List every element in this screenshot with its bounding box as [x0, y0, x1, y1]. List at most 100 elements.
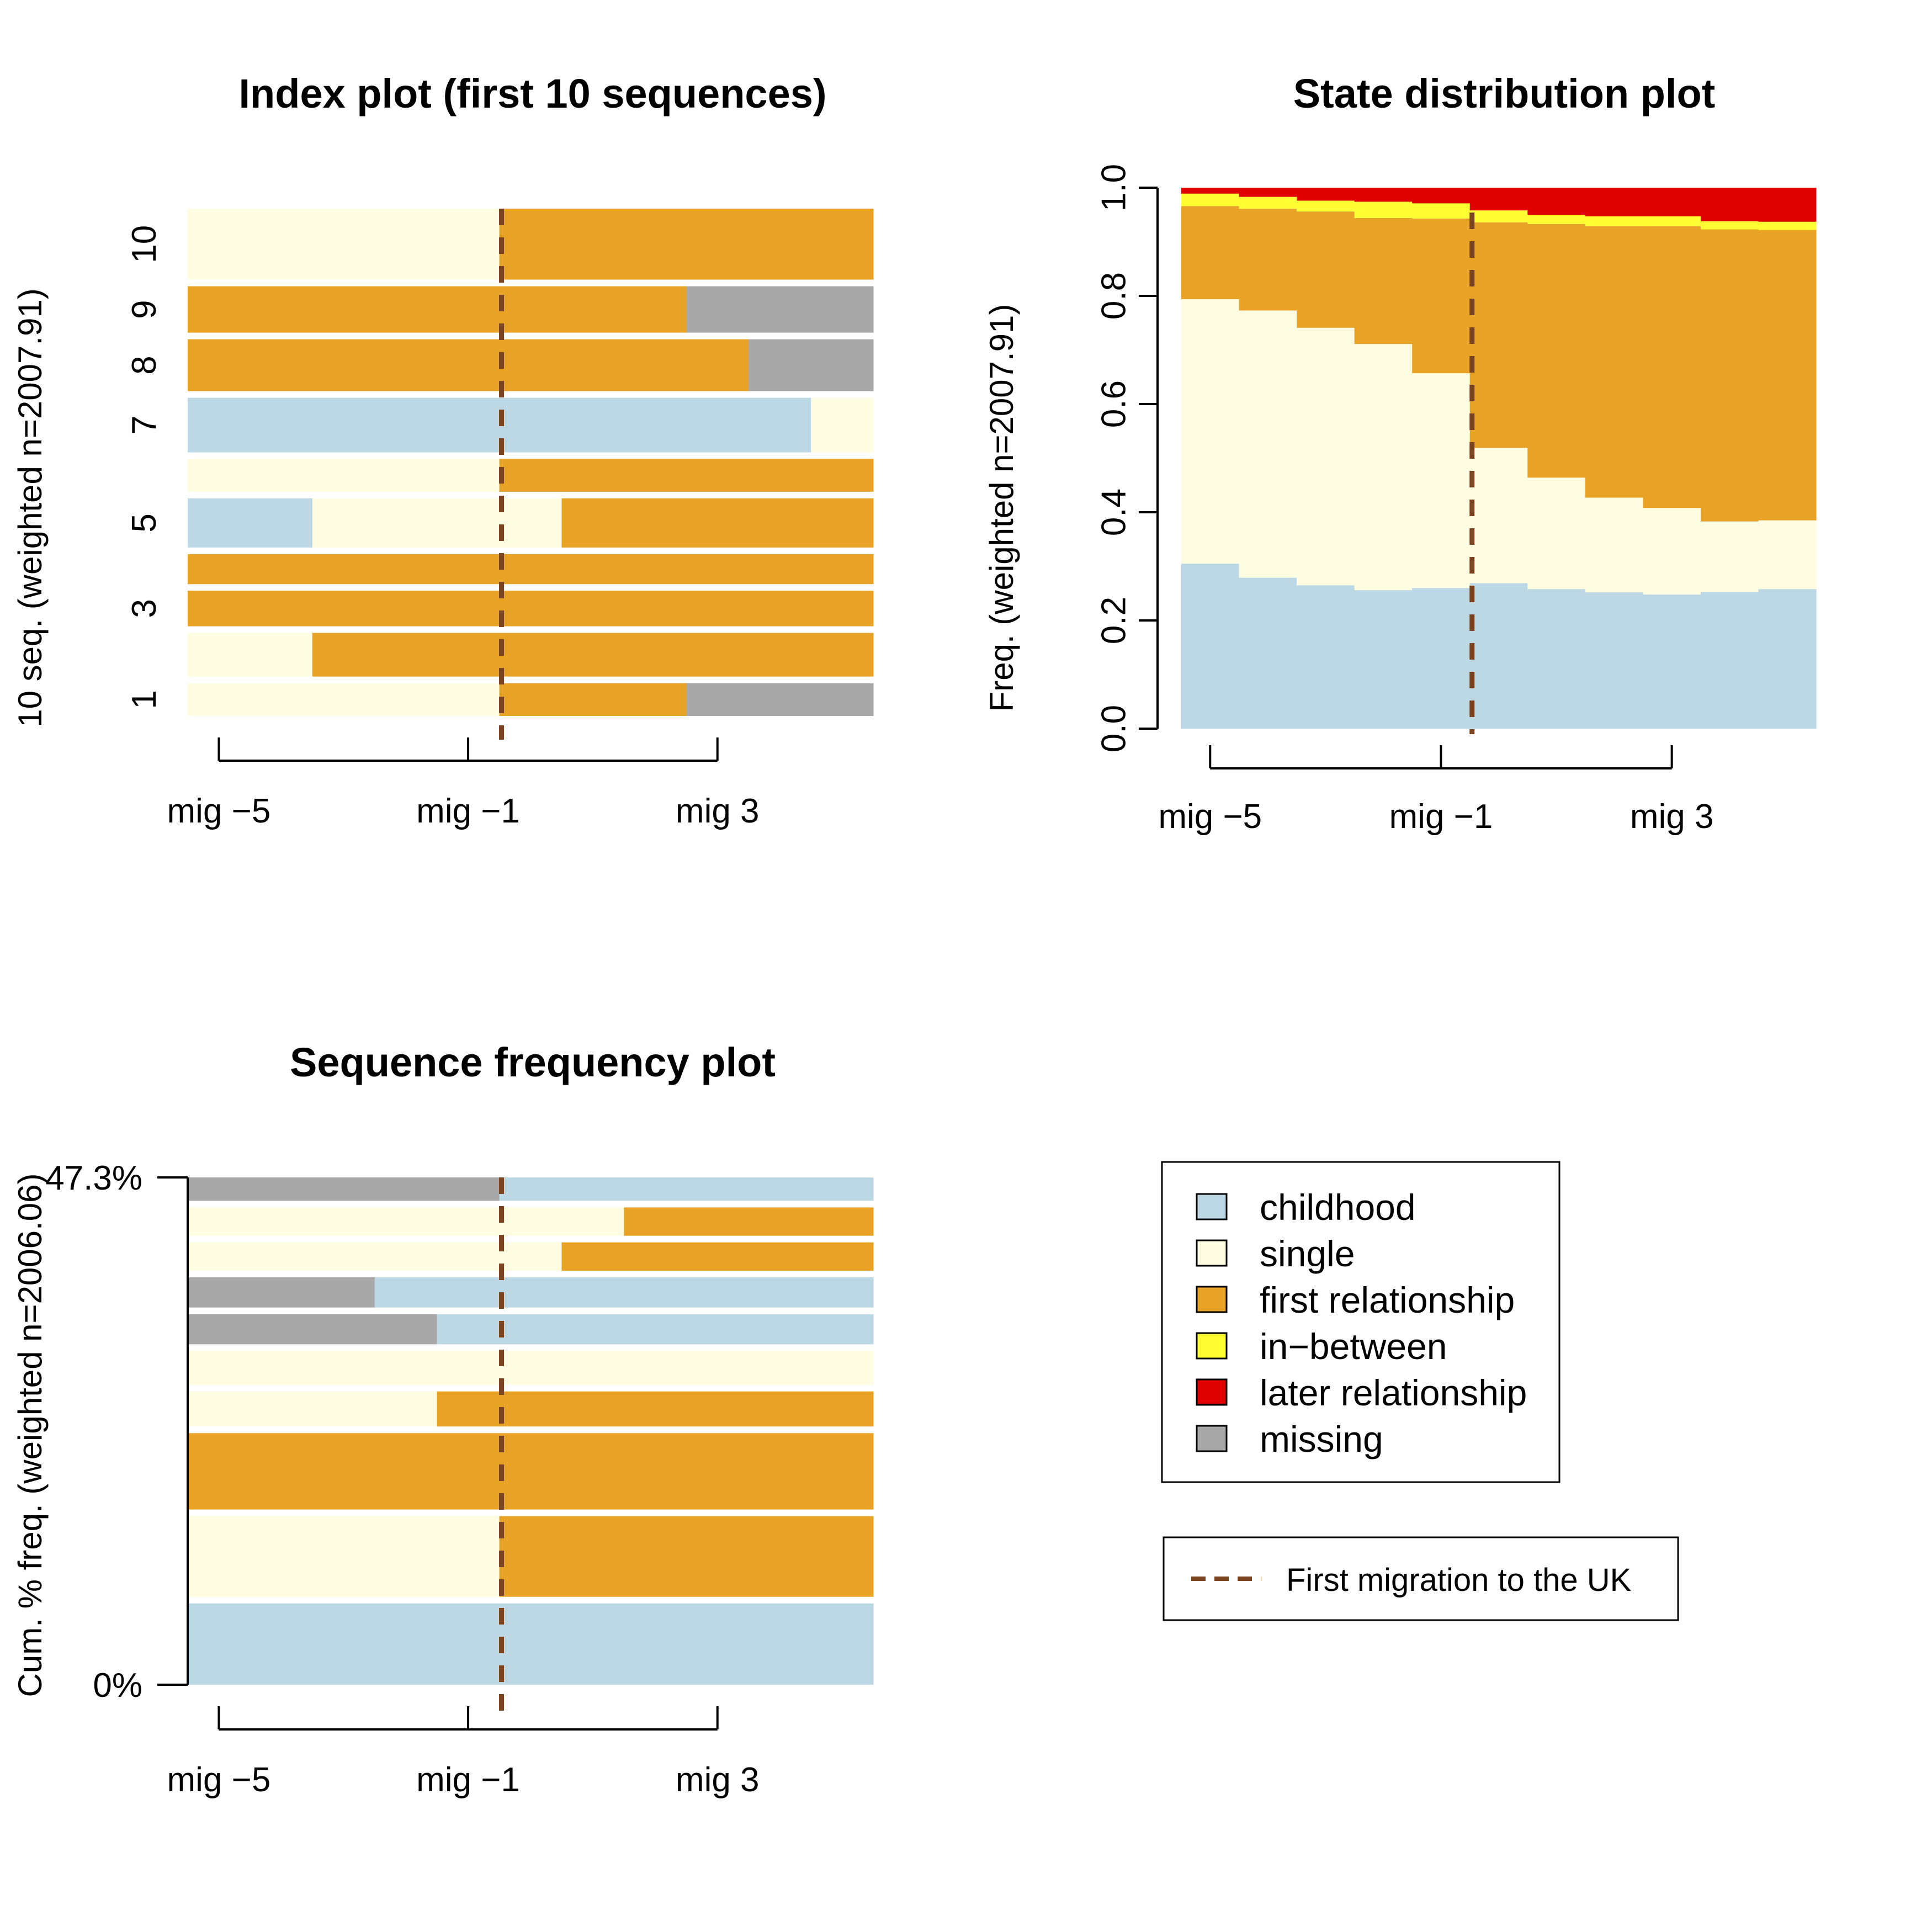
x-tick-label: mig −1 [416, 1761, 520, 1799]
state-distribution-ylabel: Freq. (weighted n=2007.91) [983, 304, 1020, 712]
state-dist-period-10-single [1700, 521, 1759, 592]
index-seq-3-spell-1 [188, 591, 874, 627]
x-tick-label: mig −1 [1389, 798, 1493, 836]
index-seq-5-spell-2 [312, 498, 562, 548]
legend-label-first: first relationship [1260, 1280, 1515, 1320]
index-plot-ytick-10: 10 [125, 225, 163, 263]
state-dist-period-2-in-between [1239, 197, 1297, 209]
migration-legend-label: First migration to the UK [1286, 1562, 1632, 1598]
state-dist-period-2-first-relationship [1239, 209, 1297, 311]
state-dist-period-2-later-relationship [1239, 188, 1297, 197]
index-seq-1-spell-2 [499, 683, 687, 716]
state-dist-period-9-later-relationship [1643, 188, 1701, 216]
x-tick-label: mig 3 [676, 792, 760, 830]
freq-seq-3-spell-1 [188, 1433, 874, 1510]
freq-seq-2-spell-2 [499, 1516, 874, 1597]
state-dist-period-1-single [1181, 299, 1240, 564]
state-dist-period-8-in-between [1585, 216, 1643, 226]
state-legend-items: childhood single first relationship in−betw… [1196, 1187, 1527, 1459]
state-dist-period-3-childhood [1297, 585, 1355, 729]
state-dist-period-7-single [1527, 477, 1586, 590]
freq-seq-10-spell-2 [499, 1177, 874, 1201]
state-dist-period-9-childhood [1643, 594, 1701, 729]
legend-label-missing: missing [1260, 1419, 1383, 1459]
freq-seq-2-spell-1 [188, 1516, 500, 1597]
legend-swatch-missing [1196, 1425, 1228, 1452]
freq-seq-10-spell-1 [188, 1177, 500, 1201]
state-dist-period-1-in-between [1181, 193, 1240, 206]
freq-seq-8-spell-2 [561, 1242, 874, 1271]
state-dist-period-1-first-relationship [1181, 206, 1240, 299]
legend-label-single: single [1260, 1233, 1355, 1274]
freq-seq-5-spell-1 [188, 1351, 874, 1385]
index-seq-9-spell-2 [686, 286, 874, 333]
state-dist-period-6-later-relationship [1469, 188, 1528, 211]
state-dist-period-11-later-relationship [1758, 188, 1817, 222]
freq-seq-6-spell-2 [437, 1314, 874, 1345]
state-dist-period-7-first-relationship [1527, 224, 1586, 478]
state-dist-period-8-single [1585, 497, 1643, 593]
index-plot-ytick-9: 9 [125, 300, 163, 319]
freq-seq-7-spell-2 [374, 1277, 874, 1308]
state-distribution-title: State distribution plot [1293, 71, 1716, 116]
index-seq-10-spell-2 [499, 209, 874, 280]
index-seq-8-spell-1 [188, 339, 749, 391]
index-plot-title: Index plot (first 10 sequences) [238, 71, 826, 116]
state-dist-period-5-in-between [1412, 203, 1471, 219]
state-dist-period-6-childhood [1469, 583, 1528, 729]
state-dist-period-4-later-relationship [1354, 188, 1413, 202]
sequence-frequency-title: Sequence frequency plot [290, 1039, 776, 1085]
index-plot-x-axis: mig −5 mig −1 mig 3 [167, 737, 760, 830]
index-plot-ytick-3: 3 [125, 599, 163, 618]
state-dist-period-2-childhood [1239, 577, 1297, 729]
index-seq-1-spell-3 [686, 683, 874, 716]
state-legend-box [1161, 1161, 1561, 1483]
index-seq-5-spell-3 [561, 498, 874, 548]
index-seq-2-spell-2 [312, 633, 874, 677]
state-dist-period-9-single [1643, 508, 1701, 595]
state-dist-period-5-single [1412, 373, 1471, 588]
state-dist-period-3-single [1297, 327, 1355, 586]
state-dist-period-7-later-relationship [1527, 188, 1586, 215]
state-dist-period-9-first-relationship [1643, 226, 1701, 508]
index-seq-8-spell-2 [749, 339, 874, 391]
freq-seq-4-spell-1 [188, 1391, 438, 1427]
migration-legend: First migration to the UK [1163, 1536, 1679, 1621]
index-seq-9-spell-1 [188, 286, 687, 333]
state-dist-period-10-first-relationship [1700, 229, 1759, 522]
index-plot-ytick-7: 7 [125, 416, 163, 434]
state-dist-ytick-label: 0.0 [1095, 705, 1133, 752]
state-dist-period-4-in-between [1354, 201, 1413, 218]
state-dist-period-11-single [1758, 520, 1817, 590]
freq-seq-9-spell-2 [624, 1207, 874, 1236]
x-tick-label: mig −5 [167, 1761, 271, 1799]
state-dist-ytick-label: 0.8 [1095, 272, 1133, 320]
state-dist-period-8-later-relationship [1585, 188, 1643, 216]
legend-swatch-first [1196, 1286, 1228, 1313]
freq-seq-4-spell-2 [437, 1391, 874, 1427]
index-seq-7-spell-2 [811, 397, 874, 453]
state-dist-period-11-childhood [1758, 589, 1817, 729]
legend-label-later: later relationship [1260, 1372, 1527, 1413]
freq-ytick-label-bottom: 0% [93, 1666, 142, 1705]
index-seq-5-spell-1 [188, 498, 313, 548]
state-dist-period-7-childhood [1527, 589, 1586, 729]
x-tick-label: mig −5 [167, 792, 271, 830]
state-dist-period-1-childhood [1181, 564, 1240, 729]
legend-swatch-childhood [1196, 1193, 1228, 1220]
sequence-frequency-x-axis: mig −5 mig −1 mig 3 [167, 1706, 760, 1799]
state-dist-period-5-later-relationship [1412, 188, 1471, 204]
index-seq-6-spell-2 [499, 459, 874, 492]
index-seq-1-spell-1 [188, 683, 500, 716]
legend-label-between: in−between [1260, 1326, 1447, 1367]
legend-swatch-between [1196, 1332, 1228, 1360]
index-plot-bars [188, 209, 874, 716]
freq-ytick-label-top: 47.3% [45, 1159, 142, 1197]
x-tick-label: mig 3 [676, 1761, 760, 1799]
index-plot-ytick-5: 5 [125, 513, 163, 532]
index-plot-panel: Index plot (first 10 sequences) 10 seq. … [12, 71, 874, 830]
index-plot-ytick-1: 1 [125, 690, 163, 709]
sequence-frequency-bars [188, 1177, 874, 1685]
x-tick-label: mig −5 [1158, 798, 1262, 836]
